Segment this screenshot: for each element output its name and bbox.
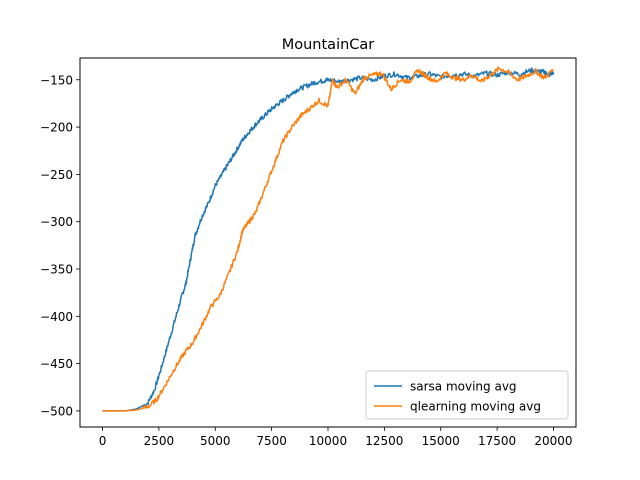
series-line-1 bbox=[102, 66, 555, 412]
y-tick-label: −400 bbox=[40, 310, 73, 324]
legend-label-0: sarsa moving avg bbox=[410, 380, 517, 394]
series-line-0 bbox=[102, 67, 555, 412]
y-tick-label: −150 bbox=[40, 73, 73, 87]
x-axis-ticks: 0 2500 5000 7500 10000 12500 15000 17500 20000 bbox=[99, 427, 573, 448]
x-tick-label: 15000 bbox=[422, 434, 460, 448]
x-tick-label: 7500 bbox=[256, 434, 287, 448]
x-tick-label: 5000 bbox=[200, 434, 231, 448]
y-axis-ticks: −150 −200 −250 −300 −350 −400 −450 −500 bbox=[40, 73, 80, 418]
x-tick-label: 0 bbox=[99, 434, 107, 448]
x-tick-label: 12500 bbox=[365, 434, 403, 448]
legend-box bbox=[365, 370, 569, 420]
y-tick-label: −350 bbox=[40, 262, 73, 276]
y-tick-label: −450 bbox=[40, 357, 73, 371]
x-tick-label: 17500 bbox=[478, 434, 516, 448]
y-tick-label: −300 bbox=[40, 215, 73, 229]
y-tick-label: −500 bbox=[40, 404, 73, 418]
legend-label-1: qlearning moving avg bbox=[410, 400, 541, 414]
y-tick-label: −250 bbox=[40, 168, 73, 182]
chart-title: MountainCar bbox=[282, 37, 375, 53]
plot-lines bbox=[102, 66, 555, 412]
x-tick-label: 10000 bbox=[309, 434, 347, 448]
y-tick-label: −200 bbox=[40, 121, 73, 135]
x-tick-label: 20000 bbox=[534, 434, 572, 448]
axes-frame bbox=[79, 57, 577, 428]
x-tick-label: 2500 bbox=[144, 434, 175, 448]
legend: sarsa moving avg qlearning moving avg bbox=[365, 370, 569, 420]
